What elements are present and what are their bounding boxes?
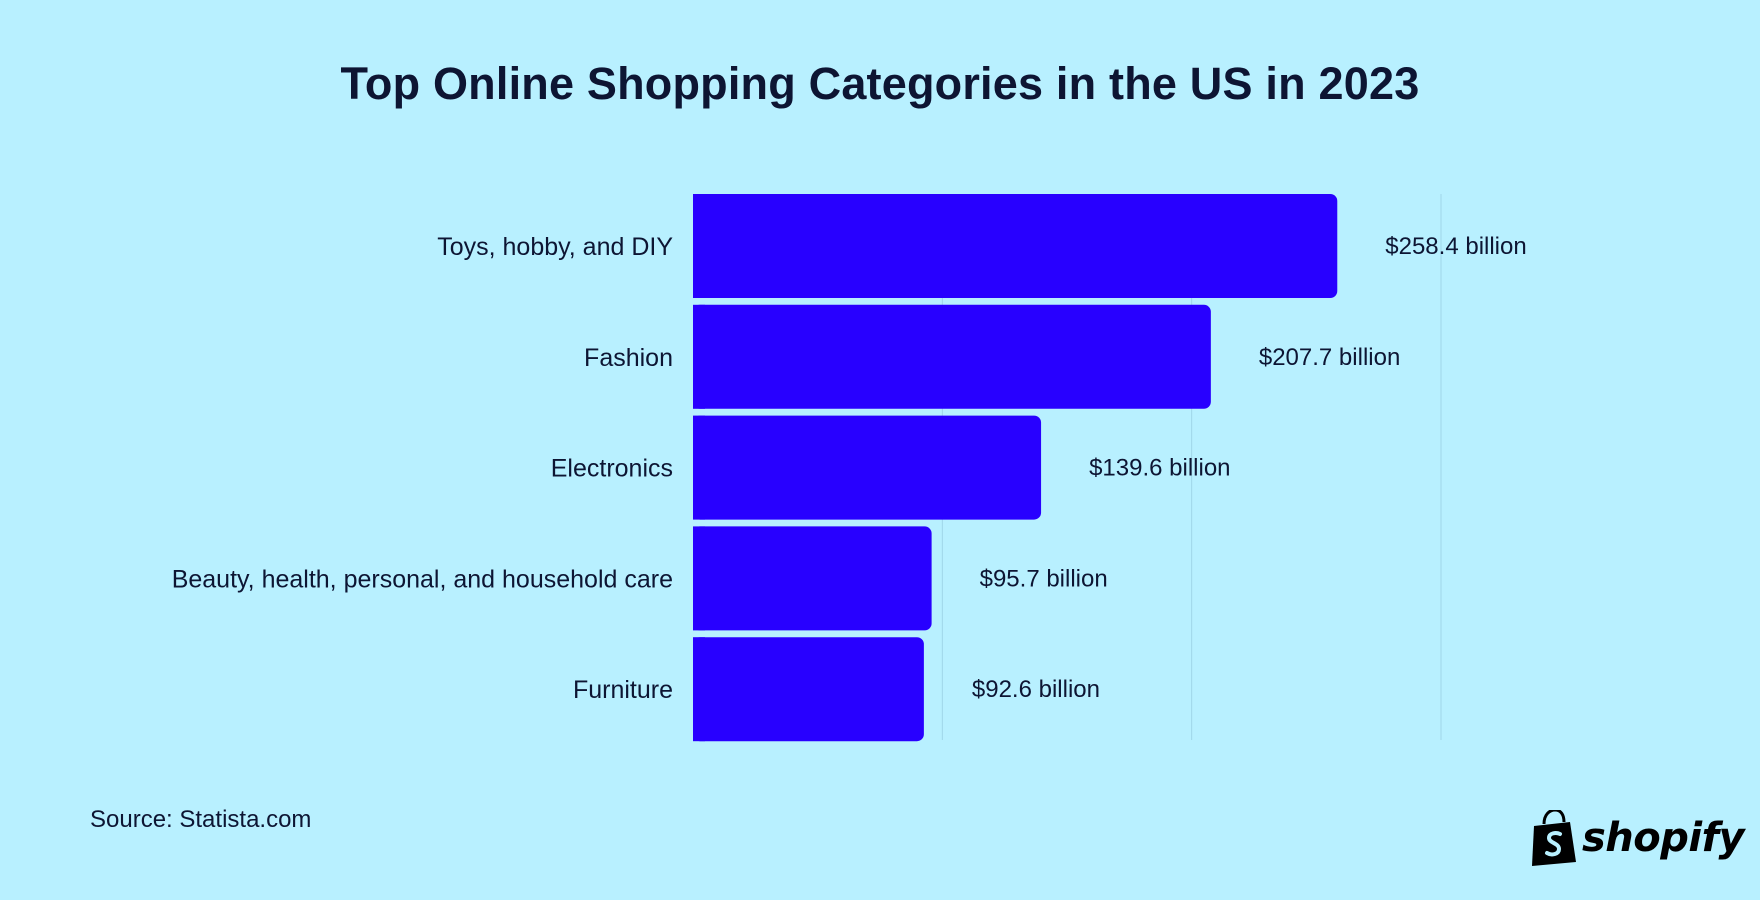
- category-label-0: Toys, hobby, and DIY: [437, 233, 673, 261]
- bar-2-edge: [693, 415, 705, 520]
- bar-1-edge: [693, 304, 705, 409]
- value-label-2: $139.6 billion: [1089, 455, 1230, 482]
- labels: Toys, hobby, and DIY $258.4 billion Fashio…: [172, 233, 1527, 704]
- bar-2: [693, 415, 1042, 520]
- category-label-2: Electronics: [551, 455, 673, 483]
- brand-wordmark: shopify: [1582, 815, 1745, 861]
- bar-0: [693, 194, 1338, 298]
- category-label-3: Beauty, health, personal, and household …: [172, 565, 673, 593]
- value-label-3: $95.7 billion: [980, 565, 1108, 592]
- bars: [693, 194, 1338, 742]
- category-label-1: Fashion: [584, 344, 673, 372]
- bar-0-edge: [693, 194, 705, 298]
- bar-1: [693, 304, 1211, 409]
- value-label-1: $207.7 billion: [1259, 344, 1400, 371]
- value-label-4: $92.6 billion: [972, 676, 1100, 703]
- bar-3-edge: [693, 526, 705, 631]
- bar-3: [693, 526, 932, 631]
- shopify-logo: shopify: [1530, 808, 1745, 868]
- category-label-4: Furniture: [573, 676, 673, 704]
- chart-title: Top Online Shopping Categories in the US…: [340, 58, 1420, 109]
- source-note: Source: Statista.com: [90, 806, 312, 833]
- bar-4: [693, 637, 924, 742]
- shopping-bag-icon: [1532, 810, 1576, 866]
- bar-4-edge: [693, 637, 705, 742]
- value-label-0: $258.4 billion: [1385, 233, 1526, 260]
